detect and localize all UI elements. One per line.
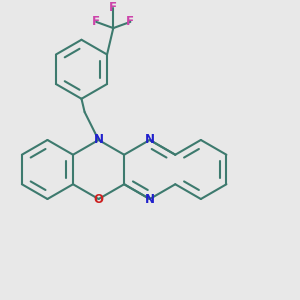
Text: F: F: [92, 15, 100, 28]
Text: N: N: [145, 134, 155, 146]
Text: N: N: [145, 193, 155, 206]
Text: F: F: [109, 2, 117, 14]
Text: F: F: [126, 15, 134, 28]
Text: N: N: [94, 134, 103, 146]
Text: O: O: [94, 193, 103, 206]
